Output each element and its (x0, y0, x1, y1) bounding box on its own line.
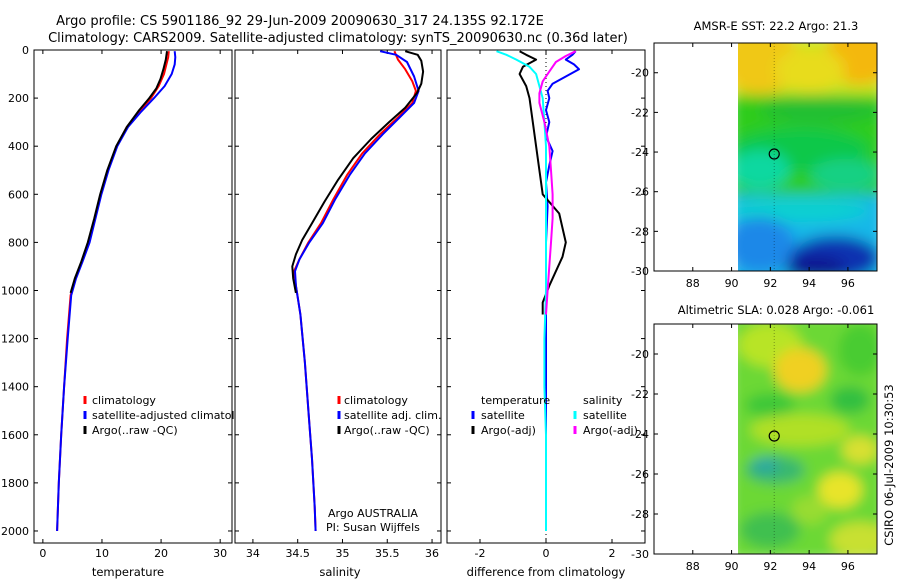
sst-map-axes: -20 -22 -24 -26 -28 -30 88 90 92 94 96 (631, 42, 878, 290)
x-tick-label: -2 (475, 547, 486, 560)
y-tick-label: -30 (631, 265, 649, 278)
y-tick-label: -22 (631, 388, 649, 401)
temperature-panel: 0 200 400 600 800 1000 1200 1400 1600 1800 2000 0 10… (1, 44, 255, 579)
y-tick-label: 200 (8, 92, 29, 105)
x-tick-label: 88 (686, 560, 700, 573)
sst-map-title: AMSR-E SST: 22.2 Argo: 21.3 (694, 19, 859, 33)
y-tick-label: 0 (22, 44, 29, 57)
y-tick-label: 1800 (1, 477, 29, 490)
legend-label: Argo(-adj) (583, 424, 638, 437)
legend-label: climatology (92, 394, 156, 407)
sla-map-title: Altimetric SLA: 0.028 Argo: -0.061 (678, 303, 875, 317)
y-tick-label: 1600 (1, 429, 29, 442)
salinity-panel: 34 34.5 35 35.5 36 salinity climatology satelli… (234, 49, 442, 579)
series-line-satellite-adjusted-climatology (56, 51, 177, 532)
map-frame (653, 323, 878, 555)
x-tick-label: 94 (802, 277, 816, 290)
argo-location-marker (768, 430, 780, 442)
x-tick-label: 35 (335, 547, 349, 560)
x-axis-label: temperature (92, 565, 164, 579)
series-line-temperature-argo-adj- (518, 50, 567, 315)
x-axis-label: difference from climatology (467, 565, 626, 579)
x-tick-label: 30 (213, 547, 227, 560)
map-frame (653, 42, 878, 272)
y-tick-label: -24 (631, 146, 649, 159)
legend-label: satellite (583, 409, 627, 422)
y-tick-label: 2000 (1, 525, 29, 538)
sla-map-axes: -20 -22 -24 -26 -28 -30 88 90 92 94 96 (631, 323, 878, 573)
x-tick-label: 0 (39, 547, 46, 560)
legend-label: satellite adj. clim. (344, 409, 441, 422)
series-line-satellite-adj-clim- (294, 50, 420, 532)
sst-map-image (738, 43, 877, 271)
y-tick-label: 800 (8, 236, 29, 249)
x-tick-label: 0 (543, 547, 550, 560)
series-line-salinity-satellite (496, 50, 547, 531)
series-line-argo-raw-qc- (69, 51, 168, 294)
x-axis-label: salinity (319, 565, 360, 579)
y-tick-label: -26 (631, 468, 649, 481)
x-tick-label: 90 (725, 277, 739, 290)
y-tick-label: 400 (8, 140, 29, 153)
legend-label: climatology (344, 394, 408, 407)
legend-label: Argo(..raw -QC) (92, 424, 178, 437)
x-tick-label: 88 (686, 277, 700, 290)
legend-label: Argo(..raw -QC) (344, 424, 430, 437)
legend-header: temperature (481, 394, 550, 407)
x-tick-label: 92 (763, 277, 777, 290)
legend-label: satellite (481, 409, 525, 422)
y-tick-label: -22 (631, 106, 649, 119)
legend-label: Argo(-adj) (481, 424, 536, 437)
x-tick-label: 96 (841, 560, 855, 573)
title-line-1: Argo profile: CS 5901186_92 29-Jun-2009 … (56, 14, 544, 29)
y-tick-label: -20 (631, 348, 649, 361)
x-tick-label: 10 (95, 547, 109, 560)
x-tick-label: 96 (841, 277, 855, 290)
y-tick-label: -28 (631, 225, 649, 238)
plot-frame (234, 49, 442, 544)
plot-frame (33, 49, 233, 544)
annotation-pi: PI: Susan Wijffels (326, 521, 420, 534)
legend-header: salinity (583, 394, 623, 407)
series-group (496, 50, 580, 531)
x-tick-label: 34.5 (285, 547, 310, 560)
y-tick-label: 600 (8, 188, 29, 201)
series-line-salinity-argo-adj- (538, 50, 577, 315)
series-group (291, 50, 425, 532)
title-line-2: Climatology: CARS2009. Satellite-adjuste… (48, 31, 628, 46)
x-tick-label: 36 (425, 547, 439, 560)
sla-map-image (738, 324, 877, 554)
series-group (56, 51, 177, 532)
annotation-argo: Argo AUSTRALIA (328, 507, 418, 520)
y-tick-label: -26 (631, 186, 649, 199)
y-tick-label: 1200 (1, 333, 29, 346)
x-tick-label: 2 (609, 547, 616, 560)
series-line-argo-raw-qc- (291, 50, 425, 294)
x-tick-label: 34 (246, 547, 260, 560)
x-tick-label: 90 (725, 560, 739, 573)
y-tick-label: -24 (631, 428, 649, 441)
timestamp-label: CSIRO 06-Jul-2009 10:30:53 (882, 384, 896, 545)
x-tick-label: 35.5 (375, 547, 400, 560)
y-tick-label: -30 (631, 548, 649, 561)
y-tick-label: 1000 (1, 284, 29, 297)
y-tick-label: 1400 (1, 381, 29, 394)
legend-label: satellite-adjusted climatology (92, 409, 255, 422)
y-tick-label: -20 (631, 67, 649, 80)
x-tick-label: 92 (763, 560, 777, 573)
y-tick-label: -28 (631, 508, 649, 521)
x-tick-label: 20 (154, 547, 168, 560)
x-tick-label: 94 (802, 560, 816, 573)
argo-location-marker (768, 148, 780, 160)
